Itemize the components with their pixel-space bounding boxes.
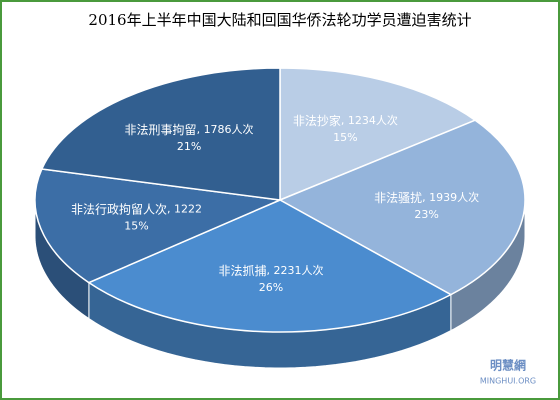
watermark: 明慧網 [490,358,526,373]
category-label: 非法抄家 [293,113,341,128]
separator: , [341,114,348,127]
percentage-label: 15% [124,219,148,232]
separator: , [167,202,174,215]
pie-slice [278,119,526,296]
pie-slice [40,67,281,201]
data-label: 非法骚扰, 1939人次 [374,190,479,205]
category-label: 非法抓捕 [218,263,266,278]
percentage-label: 26% [259,281,283,294]
percentage-label: 21% [177,140,201,153]
value-label: 2231人次 [273,263,323,277]
percentage-label: 15% [333,131,357,144]
pie-slice [279,67,477,202]
separator: , [197,123,204,136]
data-label: 非法抄家, 1234人次 [293,113,398,128]
chart-title: 2016年上半年中国大陆和回国华侨法轮功学员遭迫害统计 [88,11,471,29]
value-label: 1222 [174,202,202,215]
data-label: 非法抓捕, 2231人次 [218,263,323,278]
value-label: 1786人次 [204,122,254,136]
data-label: 非法刑事拘留, 1786人次 [125,122,254,137]
value-label: 1939人次 [429,190,479,204]
category-label: 非法行政拘留人次 [71,202,167,216]
category-label: 非法刑事拘留 [125,122,197,136]
pie: 非法抄家, 1234人次 15% 非法骚扰, 1939人次 23% 非法抓捕, 2231… [34,67,526,369]
watermark: MINGHUI.ORG [480,377,536,386]
pie-slice [87,199,453,333]
separator: , [266,264,273,277]
percentage-label: 23% [414,208,438,221]
pie-slice [34,168,283,284]
separator: , [422,191,429,204]
value-label: 1234人次 [348,113,398,127]
category-label: 非法骚扰 [374,190,422,204]
data-label: 非法行政拘留人次, 1222 [71,202,202,216]
